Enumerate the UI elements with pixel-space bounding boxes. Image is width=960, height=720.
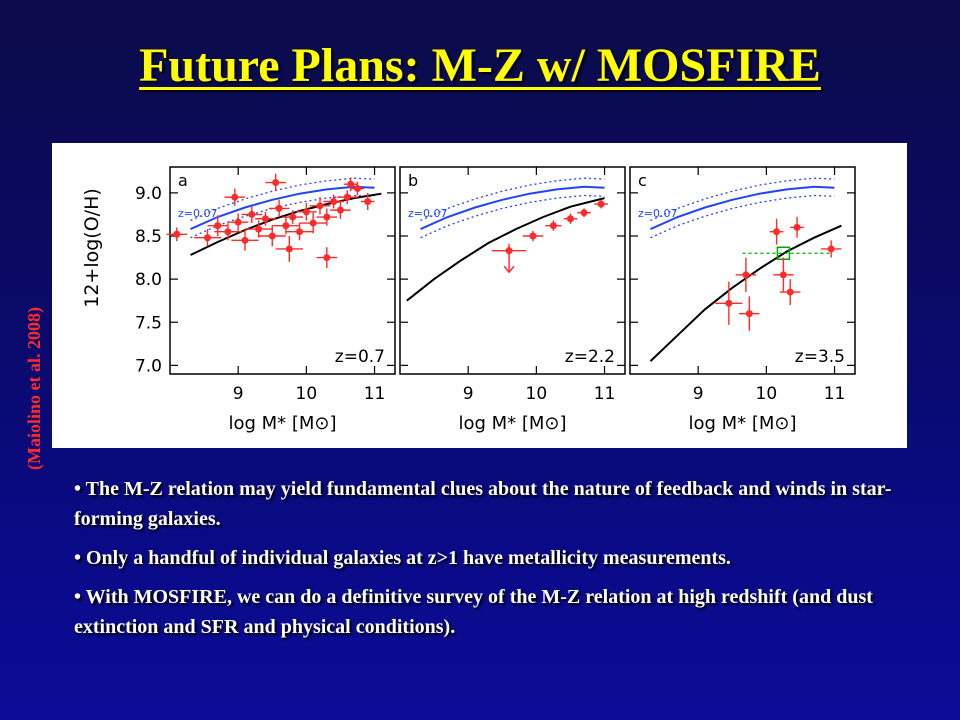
data-point (241, 236, 249, 244)
x-axis-label: log M* [M⊙] (458, 413, 566, 434)
y-tick-label: 9.0 (135, 184, 162, 204)
panel-frame (169, 166, 396, 375)
x-axis-label: log M* [M⊙] (688, 413, 796, 434)
panel-c: 9 10 11 log M* [M⊙] c z=0.07 z=3.5 (629, 166, 856, 434)
reference-curve-lower (650, 194, 835, 239)
data-point (289, 213, 297, 221)
data-point (529, 232, 537, 240)
x-tick-label: 10 (756, 384, 778, 404)
bullet-item-2: • Only a handful of individual galaxies … (74, 547, 731, 569)
reference-curve (650, 185, 835, 231)
data-point (231, 193, 239, 201)
data-point (793, 223, 801, 231)
data-point (549, 222, 557, 230)
data-point (597, 200, 605, 208)
data-point (302, 208, 310, 216)
x-tick-label: 9 (693, 384, 704, 404)
data-point (296, 228, 304, 236)
x-tick-label: 10 (296, 384, 318, 404)
x-tick-label: 9 (463, 384, 474, 404)
upper-limit-arrowhead (503, 265, 515, 274)
data-point (248, 210, 256, 218)
panel-letter: c (638, 171, 647, 190)
x-tick-label: 10 (526, 384, 548, 404)
data-point (316, 202, 324, 210)
bullet-item-1: • The M-Z relation may yield fundamental… (74, 478, 892, 530)
fit-curve (406, 197, 605, 302)
data-point (282, 222, 290, 230)
reference-redshift-label: z=0.07 (638, 207, 677, 220)
x-tick-label: 9 (233, 384, 244, 404)
panel-frame (629, 166, 856, 375)
data-point (234, 218, 242, 226)
data-point (204, 234, 211, 242)
panel-redshift-label: z=3.5 (795, 347, 845, 367)
data-point (272, 179, 280, 187)
data-point (336, 206, 344, 214)
data-point (261, 215, 269, 223)
reference-redshift-label: z=0.07 (178, 207, 217, 220)
mz-figure-svg: 12+log(O/H) 7.0 7.5 8.0 8.5 9.0 9 10 11 log M* [… (81, 166, 856, 434)
panel-a: 7.0 7.5 8.0 8.5 9.0 9 10 11 log M* [M⊙] a z=0.07 z=… (135, 166, 396, 434)
data-point (214, 222, 222, 230)
reference-curve-upper (420, 177, 605, 222)
y-axis-label: 12+log(O/H) (81, 188, 103, 308)
citation-label: (Maiolino et al. 2008) (24, 307, 44, 470)
data-point (566, 215, 574, 223)
reference-curve-upper (650, 177, 835, 222)
data-point (580, 209, 588, 217)
bullet-item-3: • With MOSFIRE, we can do a definitive s… (74, 586, 873, 638)
data-point (255, 225, 263, 233)
x-tick-label: 11 (824, 384, 846, 404)
data-point (275, 204, 283, 212)
data-point (173, 230, 181, 238)
reference-redshift-label: z=0.07 (408, 207, 447, 220)
fit-curve (649, 224, 842, 362)
data-point (742, 271, 750, 279)
panel-redshift-label: z=0.7 (335, 347, 385, 367)
data-point (773, 228, 781, 236)
data-point (224, 228, 232, 236)
y-tick-label: 8.0 (135, 270, 162, 290)
y-tick-label: 7.0 (135, 356, 162, 376)
mz-figure: 12+log(O/H) 7.0 7.5 8.0 8.5 9.0 9 10 11 log M* [… (52, 143, 907, 448)
data-point (343, 193, 351, 201)
panel-redshift-label: z=2.2 (565, 347, 615, 367)
panel-letter: b (408, 171, 418, 190)
data-point (323, 254, 331, 262)
data-point (827, 245, 835, 253)
panel-letter: a (178, 171, 188, 190)
data-point (285, 245, 293, 253)
data-point (725, 299, 733, 307)
data-point (323, 213, 331, 221)
data-point (786, 288, 794, 296)
data-point (364, 198, 372, 205)
data-point (354, 185, 361, 193)
bullet-list: • The M-Z relation may yield fundamental… (74, 474, 894, 651)
data-point (347, 180, 355, 188)
panel-b: 9 10 11 log M* [M⊙] b z=0.07 z=2.2 (399, 166, 626, 434)
data-point (330, 198, 338, 205)
data-point (309, 219, 317, 227)
reference-curve-upper (190, 177, 375, 222)
data-point (779, 271, 787, 279)
data-point (268, 232, 276, 240)
data-point (745, 310, 753, 318)
x-tick-label: 11 (594, 384, 616, 404)
panel-frame (399, 166, 626, 375)
x-axis-label: log M* [M⊙] (228, 413, 336, 434)
reference-curve (420, 185, 605, 231)
slide-title: Future Plans: M-Z w/ MOSFIRE (139, 39, 821, 92)
y-tick-label: 7.5 (135, 313, 162, 333)
x-tick-label: 11 (364, 384, 386, 404)
y-tick-label: 8.5 (135, 227, 162, 247)
reference-curve-lower (420, 194, 605, 239)
